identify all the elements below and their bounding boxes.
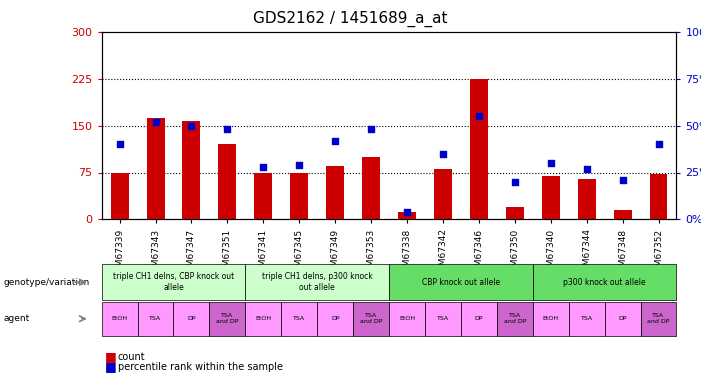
Point (258, 164, 269, 170)
Point (581, 166, 592, 172)
Point (150, 119, 161, 125)
Bar (254, 172, 272, 219)
Point (114, 141, 125, 147)
Text: EtOH: EtOH (543, 316, 559, 321)
Point (437, 151, 449, 157)
Text: TSA
and DP: TSA and DP (647, 314, 669, 324)
Point (222, 126, 233, 132)
Text: CBP knock out allele: CBP knock out allele (422, 278, 500, 286)
Bar (470, 79, 488, 219)
Bar (613, 210, 632, 219)
Bar (182, 121, 200, 219)
Bar (147, 117, 165, 219)
Point (545, 160, 557, 166)
Text: TSA: TSA (437, 316, 449, 321)
Text: TSA: TSA (293, 316, 306, 321)
Bar (578, 179, 596, 219)
Point (186, 123, 197, 129)
Text: EtOH: EtOH (255, 316, 271, 321)
Point (473, 113, 484, 119)
Point (617, 177, 628, 183)
Point (294, 162, 305, 168)
Bar (326, 166, 344, 219)
Bar (398, 212, 416, 219)
Bar (542, 176, 559, 219)
Point (509, 179, 520, 185)
Bar (290, 172, 308, 219)
Bar (650, 174, 667, 219)
Text: triple CH1 delns, p300 knock
out allele: triple CH1 delns, p300 knock out allele (262, 273, 372, 292)
Point (329, 138, 341, 144)
Text: count: count (118, 352, 145, 362)
Text: DP: DP (187, 316, 196, 321)
Point (365, 126, 376, 132)
Bar (434, 170, 452, 219)
Text: TSA: TSA (149, 316, 162, 321)
Bar (506, 207, 524, 219)
Text: EtOH: EtOH (399, 316, 415, 321)
Point (653, 141, 664, 147)
Text: EtOH: EtOH (111, 316, 128, 321)
Text: genotype/variation: genotype/variation (4, 278, 90, 286)
Text: TSA
and DP: TSA and DP (216, 314, 238, 324)
Text: TSA
and DP: TSA and DP (503, 314, 526, 324)
Text: percentile rank within the sample: percentile rank within the sample (118, 362, 283, 372)
Text: GDS2162 / 1451689_a_at: GDS2162 / 1451689_a_at (253, 11, 448, 27)
Text: ■: ■ (105, 351, 117, 363)
Text: p300 knock out allele: p300 knock out allele (564, 278, 646, 286)
Text: DP: DP (475, 316, 483, 321)
Text: TSA
and DP: TSA and DP (360, 314, 382, 324)
Bar (362, 157, 380, 219)
Point (402, 209, 413, 215)
Text: ■: ■ (105, 360, 117, 373)
Text: DP: DP (618, 316, 627, 321)
Text: TSA: TSA (580, 316, 593, 321)
Bar (219, 144, 236, 219)
Text: agent: agent (4, 314, 29, 323)
Text: triple CH1 delns, CBP knock out
allele: triple CH1 delns, CBP knock out allele (113, 273, 234, 292)
Bar (111, 172, 128, 219)
Text: DP: DP (331, 316, 339, 321)
